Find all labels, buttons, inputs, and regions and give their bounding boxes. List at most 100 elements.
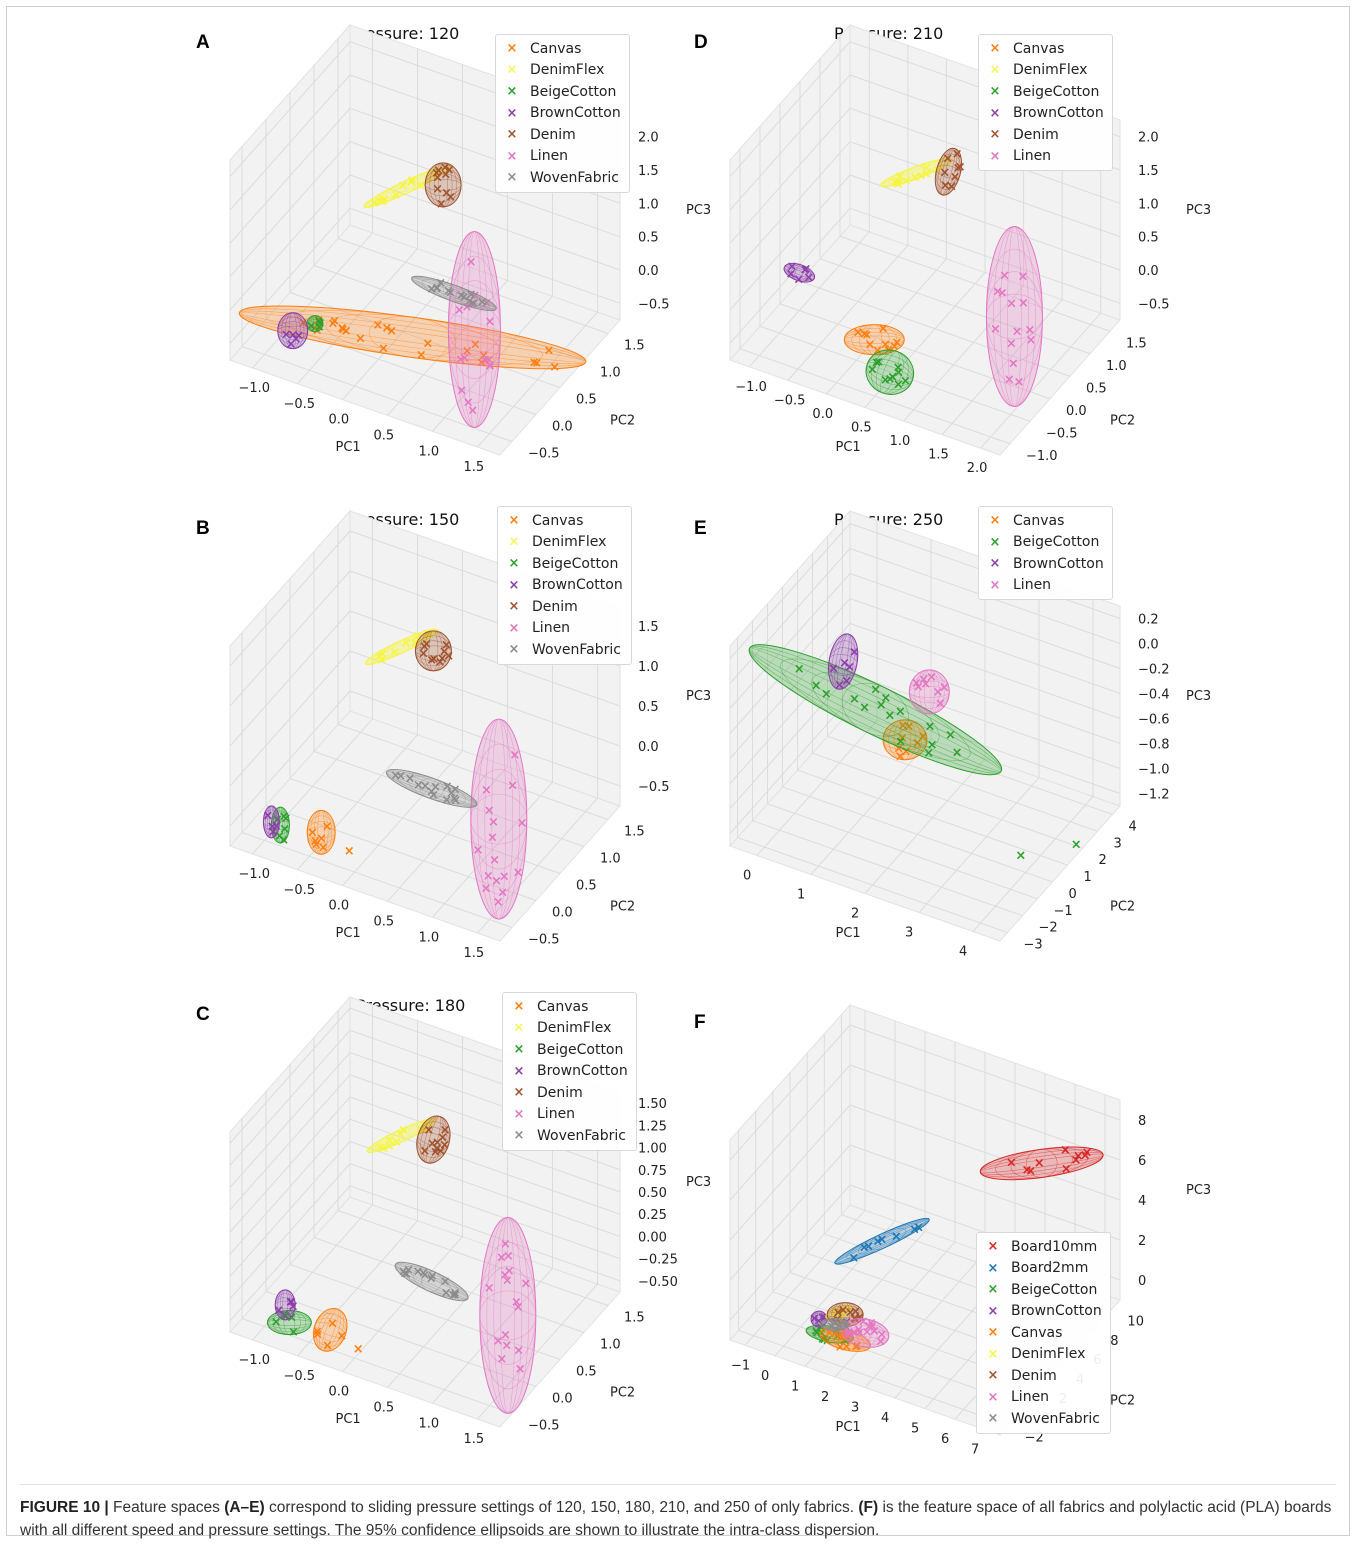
data-point: × <box>838 1303 849 1318</box>
legend-item: × BeigeCotton <box>502 81 621 103</box>
series-browncotton: ××××× <box>277 312 309 352</box>
data-point: × <box>426 1271 437 1286</box>
data-point: × <box>531 356 542 371</box>
y-tick-label: 0.0 <box>552 906 573 921</box>
data-point: × <box>803 270 814 285</box>
ellipsoid-mesh <box>454 231 495 428</box>
ellipsoid-mesh <box>271 811 290 839</box>
data-point: × <box>839 1333 850 1348</box>
data-point: × <box>398 1265 409 1280</box>
x-tick-label: 0.0 <box>812 407 833 422</box>
data-point: × <box>493 895 504 910</box>
ellipsoid-mesh <box>421 279 487 308</box>
series-canvas: ×× ××× ××××× <box>843 322 905 358</box>
legend-label: Board10mm <box>1011 1238 1098 1255</box>
ellipsoid-mesh <box>871 350 909 395</box>
z-tick-label: 0.75 <box>638 1164 667 1179</box>
legend-label: BrownCotton <box>1013 105 1104 122</box>
data-point: × <box>483 869 494 884</box>
legend-label: Denim <box>1011 1367 1057 1384</box>
data-point: × <box>950 170 961 185</box>
data-point: × <box>841 1339 852 1354</box>
data-point: × <box>873 355 884 370</box>
data-point: × <box>1071 1153 1082 1168</box>
legend-item: × Denim <box>983 1365 1102 1387</box>
y-tick-label: −0.5 <box>528 1419 560 1434</box>
legend-marker: ✕ <box>513 1020 525 1036</box>
ellipsoid-mesh <box>937 148 960 196</box>
data-point: × <box>427 1269 438 1284</box>
data-point: × <box>864 1319 875 1334</box>
legend-item: × Linen <box>985 575 1104 597</box>
data-point: × <box>503 1249 514 1264</box>
data-point: × <box>369 196 380 211</box>
series-denim: ×××××××××× <box>424 161 462 212</box>
data-point: × <box>309 321 320 336</box>
x-tick-label: 2 <box>851 907 859 922</box>
legend-label: WovenFabric <box>532 641 621 658</box>
data-point: × <box>288 328 299 343</box>
data-point: × <box>484 315 495 330</box>
ellipsoid-mesh <box>843 328 905 352</box>
data-point: × <box>901 174 912 189</box>
data-point: × <box>1006 297 1017 312</box>
data-point: × <box>445 286 456 301</box>
data-point: × <box>885 372 896 387</box>
legend-item: × BrownCotton <box>983 1301 1102 1323</box>
data-point: × <box>953 161 964 176</box>
data-point: × <box>480 353 491 368</box>
x-tick-label: −1.0 <box>239 867 271 882</box>
data-point: × <box>430 1145 441 1160</box>
ellipsoid-mesh <box>820 1319 849 1330</box>
data-point: × <box>515 1362 526 1377</box>
x-tick-label: −1 <box>731 1358 750 1373</box>
data-point: × <box>312 1325 323 1340</box>
data-point: × <box>337 321 348 336</box>
data-point: × <box>336 1329 347 1344</box>
data-point: × <box>456 288 467 303</box>
x-tick-label: 1 <box>791 1379 799 1394</box>
data-point: × <box>859 1241 870 1256</box>
data-point: × <box>809 1311 820 1326</box>
ellipsoid-mesh <box>313 1313 347 1347</box>
data-point: × <box>834 678 845 693</box>
data-point: × <box>880 691 891 706</box>
data-point: × <box>426 653 437 668</box>
data-point: × <box>440 161 451 176</box>
y-tick-label: 1 <box>1084 870 1092 885</box>
data-point: × <box>496 1250 507 1265</box>
data-point: × <box>481 783 492 798</box>
data-point: × <box>428 788 439 803</box>
x-tick-label: 3 <box>905 926 913 941</box>
data-point: × <box>893 742 904 757</box>
z-axis-label: PC3 <box>686 689 711 704</box>
ellipsoid-mesh <box>277 316 309 345</box>
z-tick-label: 1.0 <box>638 197 659 212</box>
data-point: × <box>821 687 832 702</box>
data-point: × <box>1018 296 1029 311</box>
data-point: × <box>418 1266 429 1281</box>
ellipsoid-mesh <box>363 165 452 208</box>
data-point: × <box>401 636 412 651</box>
data-point: × <box>1025 333 1036 348</box>
y-tick-label: 1.0 <box>1106 359 1127 374</box>
data-point: × <box>521 1276 532 1291</box>
z-tick-label: −0.5 <box>1138 297 1170 312</box>
legend-item: × BeigeCotton <box>985 532 1104 554</box>
legend-item: × BeigeCotton <box>504 553 623 575</box>
data-point: × <box>895 749 906 764</box>
series-wovenfabric: ×× ×××× <box>819 1315 852 1338</box>
data-point: × <box>468 297 479 312</box>
data-point: × <box>867 362 878 377</box>
data-point: × <box>489 853 500 868</box>
legend-label: Linen <box>1011 1389 1050 1406</box>
legend-marker: × <box>987 1411 999 1427</box>
data-point: × <box>313 315 324 330</box>
data-point: × <box>859 700 870 715</box>
data-point-outlier: × <box>1015 849 1026 864</box>
legend-marker: × <box>513 1085 525 1101</box>
ellipsoid-mesh <box>308 315 322 332</box>
data-point: × <box>529 355 540 370</box>
data-point: × <box>439 1123 450 1138</box>
data-point: × <box>499 870 510 885</box>
